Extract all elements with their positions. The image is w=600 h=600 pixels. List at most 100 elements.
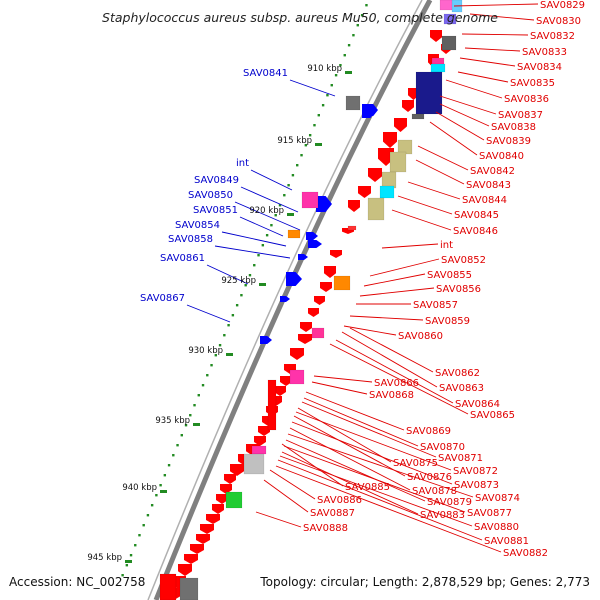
ruler-track (121, 4, 368, 577)
label-connector (206, 264, 249, 285)
gene-label: SAV0861 (160, 253, 205, 264)
feature-box (389, 151, 407, 173)
ruler-dot (278, 204, 282, 207)
label-connector (279, 455, 473, 527)
feature-box (415, 71, 443, 115)
label-connector (363, 273, 426, 287)
ruler-dot (180, 434, 183, 437)
label-connector (297, 407, 392, 463)
gene-label: SAV0872 (453, 466, 498, 477)
kbp-label: 930 kbp (188, 346, 223, 356)
gene-label: SAV0846 (453, 226, 498, 237)
ruler-dot (176, 444, 179, 447)
label-connector (459, 57, 516, 67)
label-connector (281, 451, 419, 515)
feature-box (243, 453, 265, 475)
gene-label: SAV0842 (470, 166, 515, 177)
kbp-label: 935 kbp (155, 416, 190, 426)
label-connector (269, 469, 316, 500)
gene-label: SAV0878 (412, 486, 457, 497)
label-connector (381, 243, 439, 249)
ruler-dot (360, 14, 364, 17)
ruler-major-tick (345, 71, 352, 74)
forward-gene (298, 254, 308, 260)
feature-box (381, 171, 397, 189)
ruler-dot (138, 534, 141, 537)
label-connector (335, 339, 454, 404)
gene-label: SAV0852 (441, 255, 486, 266)
label-connector (415, 159, 465, 185)
label-connector (285, 439, 426, 502)
reverse-gene (206, 514, 220, 524)
reverse-gene (280, 376, 292, 386)
forward-gene (306, 232, 318, 240)
reverse-gene (300, 322, 312, 332)
ruler-dot (287, 184, 290, 187)
gene-label: SAV0855 (427, 270, 472, 281)
feature-box (411, 113, 425, 120)
forward-gene (366, 104, 378, 116)
gene-label: SAV0834 (517, 62, 562, 73)
label-connector (234, 201, 301, 231)
ruler-dot (163, 474, 167, 477)
ruler-dot (321, 104, 325, 107)
reverse-gene (358, 186, 371, 198)
ruler-dot (308, 134, 312, 137)
label-connector (214, 245, 291, 259)
ruler-dot (235, 304, 239, 307)
gene-label: SAV0858 (168, 234, 213, 245)
label-connector (305, 391, 405, 431)
ruler-major-tick (226, 353, 233, 356)
label-connector (329, 343, 469, 415)
ruler-dot (231, 314, 235, 317)
ruler-dot (210, 364, 213, 367)
gene-label: SAV0860 (398, 331, 443, 342)
gene-label: SAV0885 (345, 482, 390, 493)
gene-label: SAV0859 (425, 316, 470, 327)
kbp-labels: 910 kbp 915 kbp 920 kbp 925 kbp 930 kbp 935 k… (87, 64, 342, 563)
gene-label: SAV0881 (484, 536, 529, 547)
label-connector (343, 325, 397, 336)
reverse-gene (368, 168, 382, 182)
gene-label: SAV0830 (536, 16, 581, 27)
kbp-label: 910 kbp (307, 64, 342, 74)
ruler-dot (253, 264, 256, 267)
ruler-dot (265, 234, 269, 237)
gene-label: SAV0869 (406, 426, 451, 437)
gene-label: SAV0843 (466, 180, 511, 191)
ruler-dot (261, 244, 265, 247)
ruler-dot (330, 84, 333, 87)
gene-label: SAV0857 (413, 300, 458, 311)
ruler-dot (283, 194, 286, 197)
ruler-dot (339, 64, 342, 67)
ruler-major-tick (125, 560, 132, 563)
label-connector (277, 459, 483, 541)
label-connector (283, 445, 466, 513)
ruler-dot (206, 374, 209, 377)
forward-gene (260, 336, 272, 344)
ruler-dot (218, 344, 222, 347)
reverse-gene (274, 386, 286, 396)
ruler-dot (296, 164, 299, 167)
label-connector (221, 231, 287, 247)
label-connector (239, 216, 284, 237)
reverse-gene (230, 464, 244, 476)
reverse-gene (220, 484, 232, 494)
gene-label: SAV0849 (194, 175, 239, 186)
label-connector (349, 315, 424, 321)
gene-label: SAV0845 (454, 210, 499, 221)
label-connector (263, 479, 309, 513)
reverse-gene (178, 564, 192, 576)
ruler-dot (172, 454, 175, 457)
ruler-major-tick (193, 423, 200, 426)
backbone-track (147, 0, 433, 600)
gene-label: SAV0833 (522, 47, 567, 58)
gene-label: SAV0864 (455, 399, 500, 410)
label-connector (435, 111, 485, 141)
feature-box (441, 35, 457, 51)
label-connector (289, 427, 411, 491)
ruler-dot (227, 324, 230, 327)
reverse-gene (308, 308, 319, 317)
label-connector (295, 411, 452, 471)
label-connector (469, 13, 535, 21)
